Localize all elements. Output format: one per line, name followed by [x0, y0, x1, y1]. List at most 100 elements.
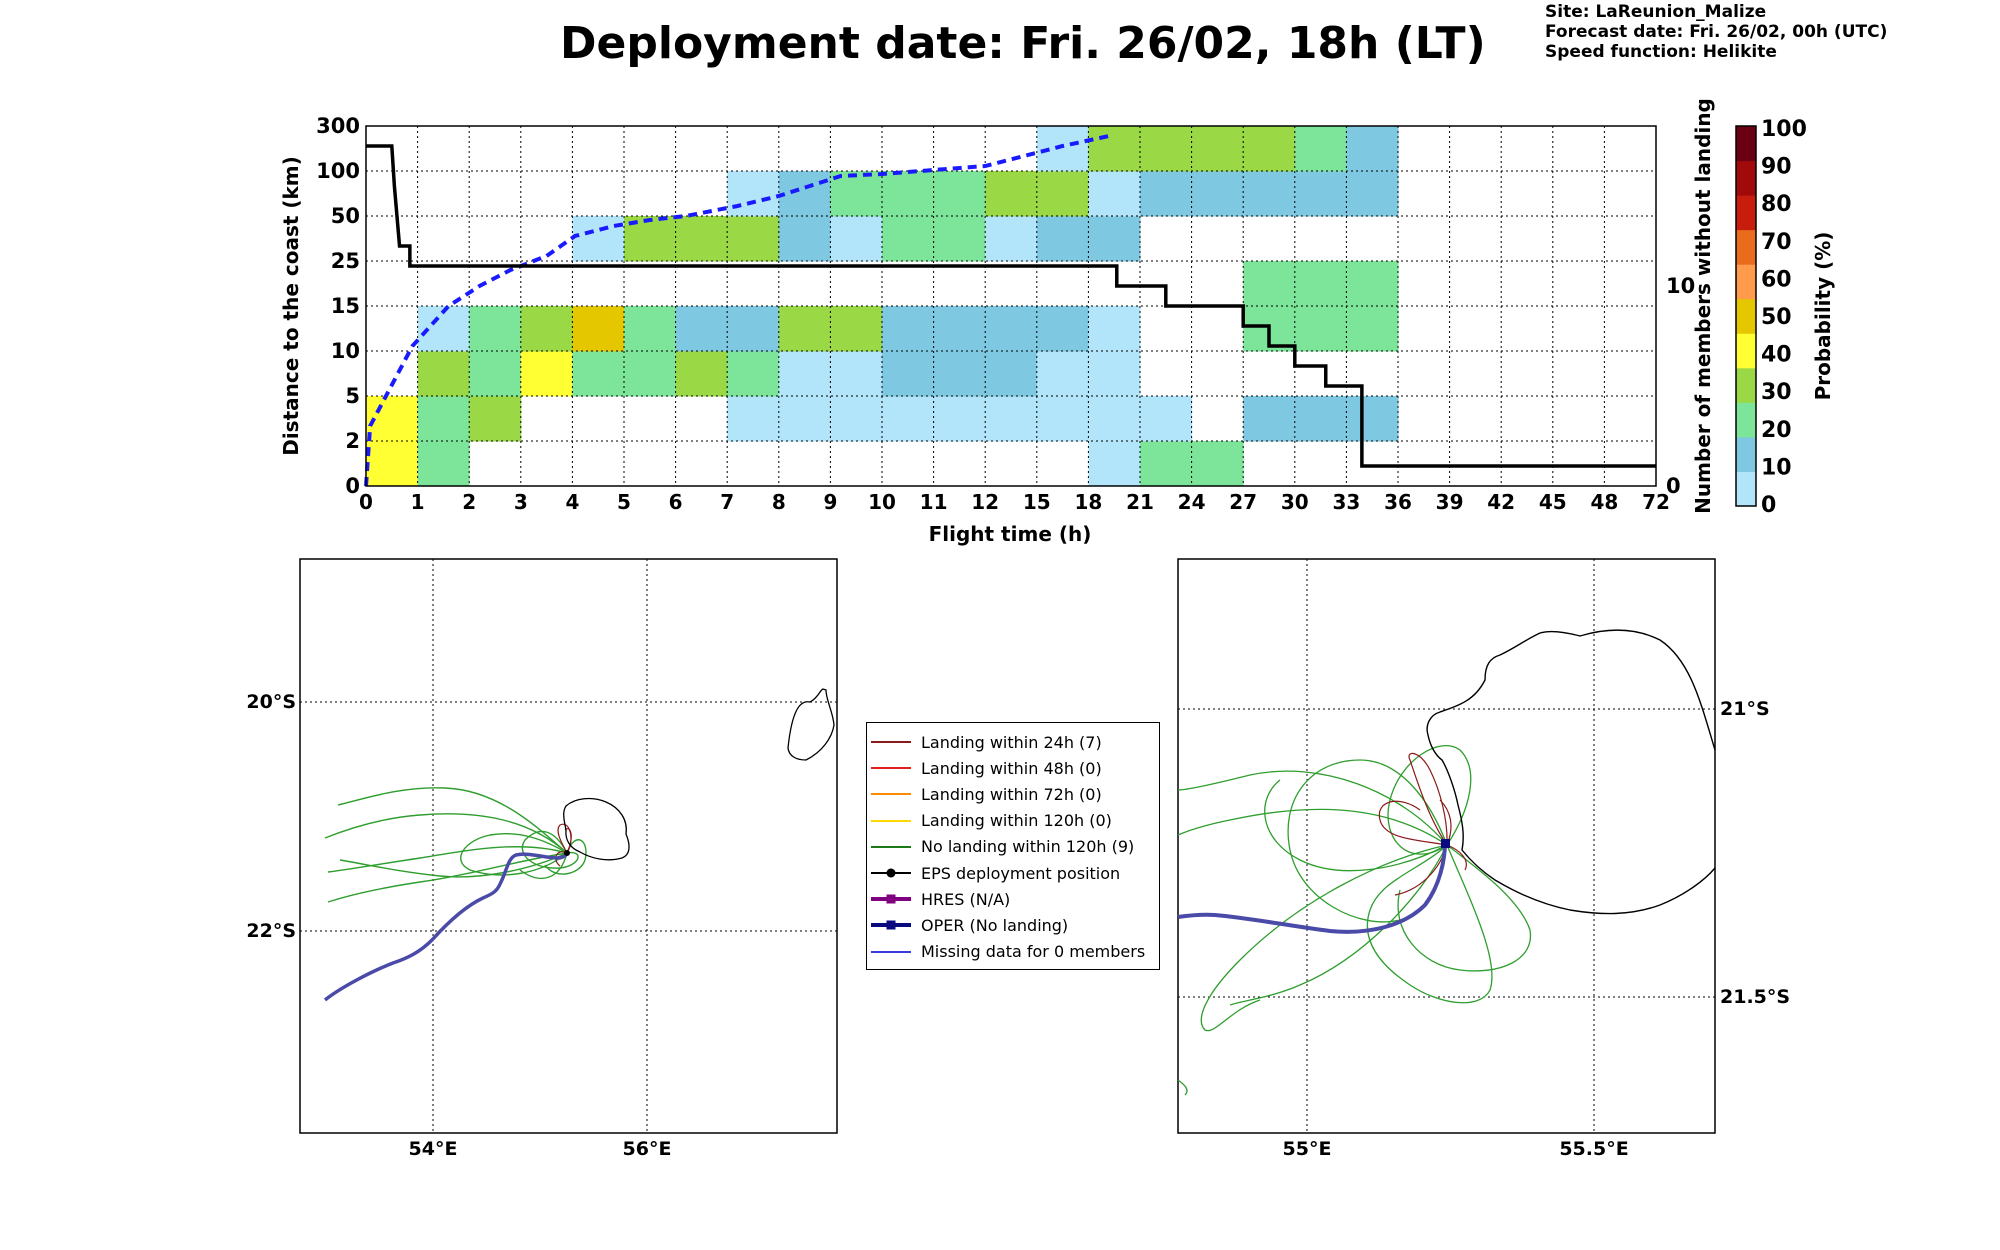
heatmap-cell	[1088, 126, 1141, 172]
heatmap-cell	[417, 396, 470, 442]
colorbar-swatch	[1736, 402, 1756, 438]
heatmap-cell	[1243, 396, 1296, 442]
colorbar-tick-label: 10	[1761, 455, 1792, 480]
right-tick-labels: 0 10	[1666, 274, 1695, 498]
heatmap-cell	[1036, 396, 1089, 442]
x-tick-label: 27	[1229, 490, 1257, 514]
heatmap-cell	[882, 216, 935, 262]
heatmap-cell	[1294, 306, 1347, 352]
heatmap-cell	[572, 216, 625, 262]
oper-deployment-marker	[1441, 839, 1450, 848]
colorbar-swatch	[1736, 195, 1756, 231]
heatmap-cell	[1088, 216, 1141, 262]
legend-swatch	[871, 840, 911, 854]
y-axis-label: Distance to the coast (km)	[279, 156, 303, 456]
colorbar-swatch	[1736, 471, 1756, 507]
colorbar-tick-label: 100	[1761, 117, 1807, 142]
x-tick-label: 5	[617, 490, 631, 514]
heatmap-cell	[624, 351, 677, 397]
heatmap-cell	[469, 306, 522, 352]
colorbar-tick-label: 60	[1761, 267, 1792, 292]
map-left-lon-label: 56°E	[623, 1138, 672, 1160]
legend-entry: Landing within 72h (0)	[867, 781, 1159, 807]
legend-label: No landing within 120h (9)	[921, 837, 1135, 857]
legend-entry: HRES (N/A)	[867, 886, 1159, 912]
legend-label: Landing within 120h (0)	[921, 811, 1112, 831]
x-tick-label: 1	[411, 490, 425, 514]
legend-label: Missing data for 0 members	[921, 942, 1146, 962]
heatmap-cell	[624, 306, 677, 352]
cumulative-landing-line	[364, 134, 1110, 487]
map-left-lat-label: 20°S	[246, 691, 296, 713]
y-tick-label: 50	[331, 204, 360, 228]
y-tick-label: 300	[316, 114, 360, 138]
legend-swatch	[871, 866, 911, 880]
heatmap-cell	[1294, 396, 1347, 442]
heatmap-cell	[933, 396, 986, 442]
heatmap-cell	[933, 216, 986, 262]
heatmap-cell	[1036, 216, 1089, 262]
legend-entry: Landing within 24h (7)	[867, 729, 1159, 755]
map-right-grid	[1178, 559, 1715, 1133]
heatmap-cell	[985, 396, 1038, 442]
heatmap-cell	[675, 216, 728, 262]
map-left-lon-label: 54°E	[409, 1138, 458, 1160]
colorbar-swatch	[1736, 367, 1756, 403]
x-tick-label: 24	[1178, 490, 1206, 514]
site-info: Site: LaReunion_Malize	[1545, 2, 1767, 22]
x-tick-label: 8	[772, 490, 786, 514]
zoomed-reunion-coastline	[1426, 629, 1716, 915]
heatmap-cell	[1191, 126, 1244, 172]
legend-label: HRES (N/A)	[921, 889, 1011, 909]
legend-label: Landing within 48h (0)	[921, 758, 1102, 778]
heatmap-lines	[364, 134, 1656, 487]
legend-swatch	[871, 918, 911, 932]
heatmap-cell	[1294, 126, 1347, 172]
zoomed-oper-trajectory	[1177, 841, 1447, 934]
x-tick-labels: 0 1 2 3 4 5 6 7 8 9 10 11 12 15 18 21 24 27 30 33 36 39 42 45 48…	[359, 490, 1670, 514]
x-tick-label: 9	[823, 490, 837, 514]
y-tick-label: 25	[331, 249, 360, 273]
forecast-date-info: Forecast date: Fri. 26/02, 00h (UTC)	[1545, 22, 1888, 42]
y-tick-label: 5	[345, 384, 360, 408]
x-tick-label: 2	[462, 490, 476, 514]
legend-label: OPER (No landing)	[921, 915, 1069, 935]
x-tick-label: 6	[669, 490, 683, 514]
heatmap-cell	[1140, 396, 1193, 442]
colorbar-swatch	[1736, 264, 1756, 300]
x-axis-label: Flight time (h)	[929, 522, 1092, 546]
colorbar-swatch	[1736, 126, 1756, 162]
y-tick-label: 15	[331, 294, 360, 318]
legend-swatch	[871, 814, 911, 828]
colorbar-swatch	[1736, 229, 1756, 265]
colorbar-tick-label: 70	[1761, 230, 1792, 255]
heatmap-cell	[778, 351, 831, 397]
right-tick-label: 0	[1666, 474, 1681, 498]
x-tick-label: 4	[565, 490, 579, 514]
x-tick-label: 10	[868, 490, 896, 514]
legend-swatch	[871, 945, 911, 959]
heatmap-cell	[1088, 171, 1141, 217]
legend-swatch	[871, 892, 911, 906]
colorbar	[1736, 126, 1756, 507]
heatmap-cell	[882, 351, 935, 397]
heatmap-cell	[985, 216, 1038, 262]
members-without-landing-line	[366, 144, 1656, 468]
heatmap-cell	[727, 396, 780, 442]
legend-label: Landing within 24h (7)	[921, 732, 1102, 752]
heatmap-cell	[1243, 171, 1296, 217]
x-tick-label: 15	[1023, 490, 1051, 514]
heatmap-cell	[778, 171, 831, 217]
heatmap-cell	[882, 306, 935, 352]
heatmap-cell	[1088, 396, 1141, 442]
y-tick-label: 2	[345, 429, 360, 453]
x-tick-label: 45	[1539, 490, 1567, 514]
map-left-frame	[299, 558, 838, 1134]
heatmap-cell	[830, 306, 883, 352]
heatmap-cell	[520, 351, 573, 397]
heatmap-cell	[1088, 351, 1141, 397]
heatmap-cell	[778, 396, 831, 442]
heatmap-cell	[933, 306, 986, 352]
x-tick-label: 11	[920, 490, 948, 514]
